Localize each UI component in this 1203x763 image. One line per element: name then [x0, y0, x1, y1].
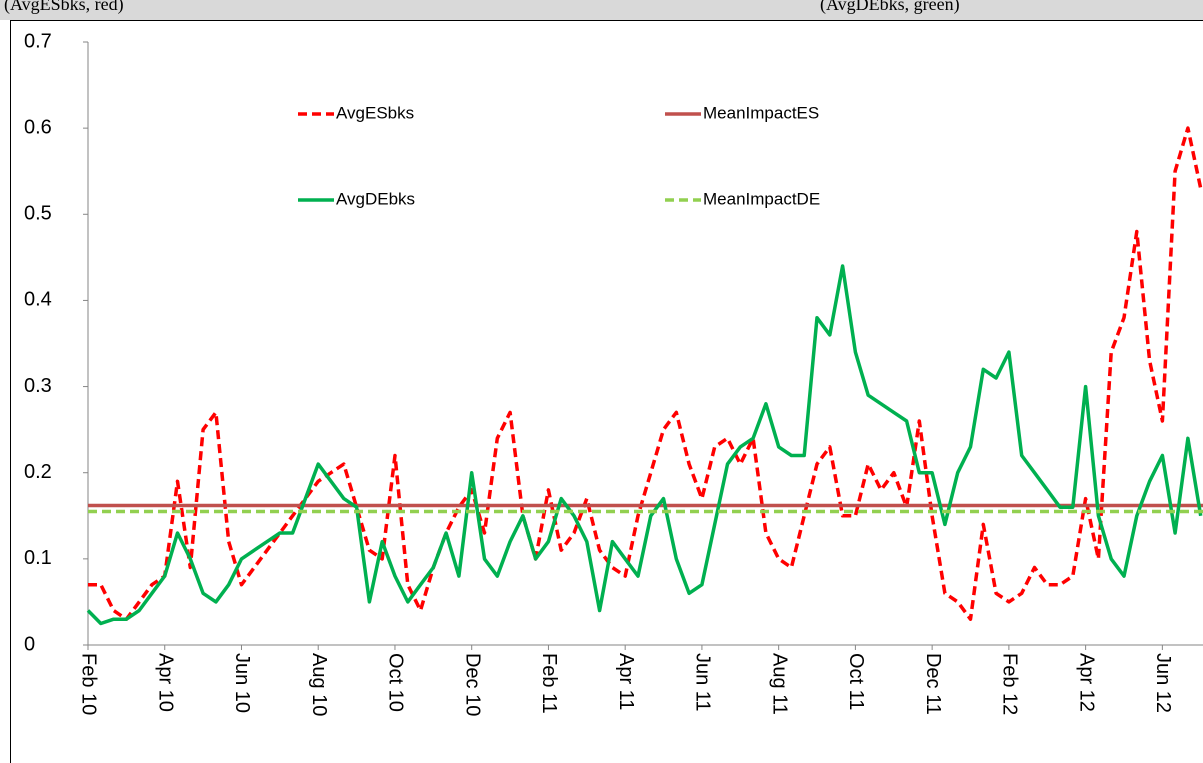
x-tick-label: Aug 10 — [308, 653, 330, 716]
y-tick-label: 0.4 — [24, 289, 52, 311]
x-tick-label: Apr 11 — [615, 653, 637, 710]
x-tick-label: Jun 11 — [692, 653, 714, 712]
caption: (AvgESbks, red) — [4, 0, 124, 15]
x-tick-label: Apr 12 — [1075, 653, 1097, 712]
y-tick-label: 0.5 — [24, 203, 52, 225]
x-tick-label: Oct 11 — [845, 653, 867, 710]
y-tick-label: 0.3 — [24, 375, 52, 397]
legend-label: MeanImpactDE — [703, 189, 820, 208]
chart-border — [10, 20, 1203, 763]
x-tick-label: Jun 10 — [231, 653, 253, 713]
series-line — [86, 264, 1203, 626]
y-tick-label: 0.1 — [24, 547, 52, 569]
x-tick-label: Feb 12 — [999, 653, 1021, 715]
x-tick-label: Feb 11 — [538, 653, 560, 714]
x-tick-label: Jun 12 — [1152, 653, 1174, 713]
caption: (AvgDEbks, green) — [820, 0, 960, 15]
y-tick-label: 0.7 — [24, 30, 52, 52]
x-tick-label: Apr 10 — [154, 653, 176, 712]
y-tick-label: 0 — [24, 633, 35, 655]
caption-band — [0, 0, 1203, 20]
legend-label: AvgDEbks — [336, 189, 415, 208]
x-tick-label: Oct 10 — [385, 653, 407, 712]
x-tick-label: Dec 10 — [461, 653, 483, 716]
y-tick-label: 0.2 — [24, 461, 52, 483]
x-tick-label: Aug 11 — [768, 653, 790, 715]
legend-label: MeanImpactES — [703, 103, 819, 122]
y-tick-label: 0.6 — [24, 116, 52, 138]
series-line — [88, 126, 1203, 621]
x-tick-label: Dec 11 — [922, 653, 944, 715]
legend-label: AvgESbks — [336, 103, 414, 122]
x-tick-label: Feb 10 — [78, 653, 100, 715]
